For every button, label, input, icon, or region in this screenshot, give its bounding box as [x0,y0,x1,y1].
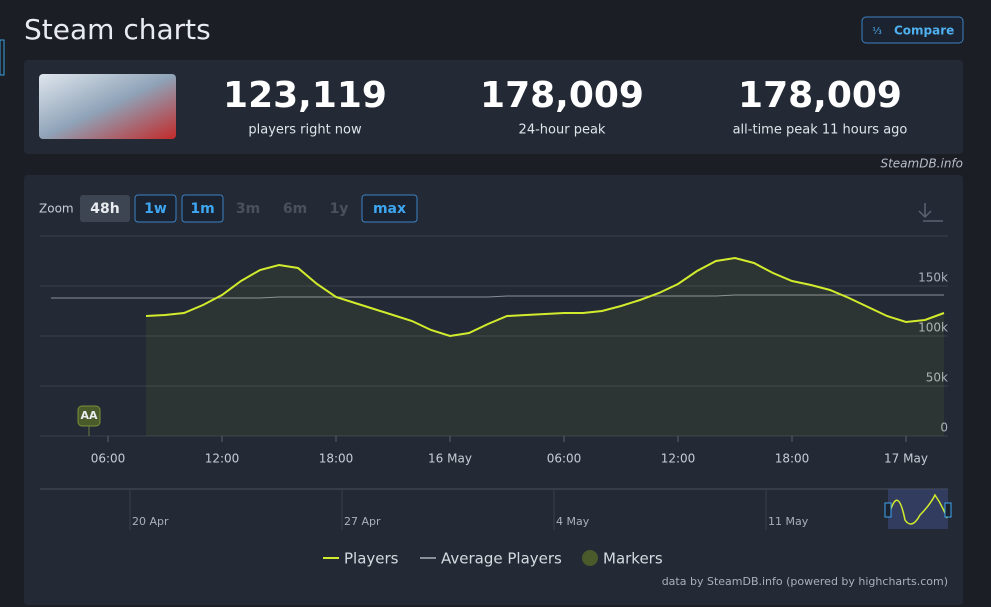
legend-label: Markers [603,550,663,568]
series-line [145,256,945,338]
zoom-button-bg [134,194,177,223]
marker-label: AA [80,409,98,422]
legend-item[interactable]: Markers [582,550,663,568]
page-title: Steam charts [24,13,211,46]
x-tick-label: 06:00 [547,452,582,466]
x-tick-label: 16 May [428,452,472,466]
zoom-button-label: max [373,201,406,217]
navigator-range [888,489,948,529]
zoom-button[interactable]: 48h [80,195,130,222]
y-tick-label: 50k [926,371,948,385]
y-tick-label: 150k [918,271,948,285]
legend-item[interactable]: Average Players [420,550,562,568]
stat-value: 178,009 [480,75,644,116]
zoom-button-label: 1m [190,201,214,217]
zoom-button[interactable]: 1m [181,194,224,223]
navigator-label: 20 Apr [132,515,169,528]
compare-icon: ⅓ [872,26,882,37]
zoom-label: Zoom [39,202,74,216]
legend-label: Players [344,550,399,568]
series-line [51,294,944,299]
navigator-label: 27 Apr [344,515,381,528]
zoom-button: 1y [330,201,349,217]
zoom-button-label: 6m [283,201,307,217]
zoom-button[interactable]: 1w [134,194,177,223]
compare-label: Compare [894,24,954,38]
y-tick-label: 0 [940,421,948,435]
x-tick-label: 12:00 [661,452,696,466]
x-tick-label: 12:00 [205,452,240,466]
zoom-button-label: 1w [144,201,167,217]
game-image [39,74,176,139]
zoom-button-bg [361,194,418,223]
legend-swatch [582,550,598,566]
navigator-window[interactable] [884,489,952,529]
stat-value: 123,119 [223,75,387,116]
zoom-button-bg [80,195,130,222]
zoom-button-label: 48h [90,201,119,217]
zoom-button: 3m [236,201,260,217]
navigator-handle [884,502,892,518]
stats-card [24,60,963,154]
navigator-label: 11 May [768,515,809,528]
legend-label: Average Players [441,550,562,568]
download-icon[interactable] [918,203,943,222]
chart-credit: data by SteamDB.info (powered by highcha… [662,575,948,588]
stat-label: all-time peak 11 hours ago [733,123,908,138]
navigator-sparkline [889,493,948,525]
zoom-button-label: 3m [236,201,260,217]
x-tick-label: 06:00 [91,452,126,466]
x-tick-label: 18:00 [319,452,354,466]
stat-label: 24-hour peak [519,123,606,138]
series-area [146,258,944,436]
stat-label: players right now [248,123,362,138]
navigator-label: 4 May [556,515,590,528]
source-label: SteamDB.info [880,157,963,171]
marker-badge [77,405,101,427]
zoom-button[interactable]: max [361,194,418,223]
navigator-handle [944,502,952,518]
x-tick-label: 18:00 [775,452,810,466]
zoom-button-label: 1y [330,201,349,217]
chart-card [24,175,963,605]
y-tick-label: 100k [918,321,948,335]
stat-value: 178,009 [738,75,902,116]
legend-item[interactable]: Players [323,550,399,568]
side-tab [0,39,5,76]
x-tick-label: 17 May [884,452,928,466]
zoom-button-bg [181,194,224,223]
zoom-button: 6m [283,201,307,217]
compare-button[interactable]: ⅓ Compare [861,16,964,44]
